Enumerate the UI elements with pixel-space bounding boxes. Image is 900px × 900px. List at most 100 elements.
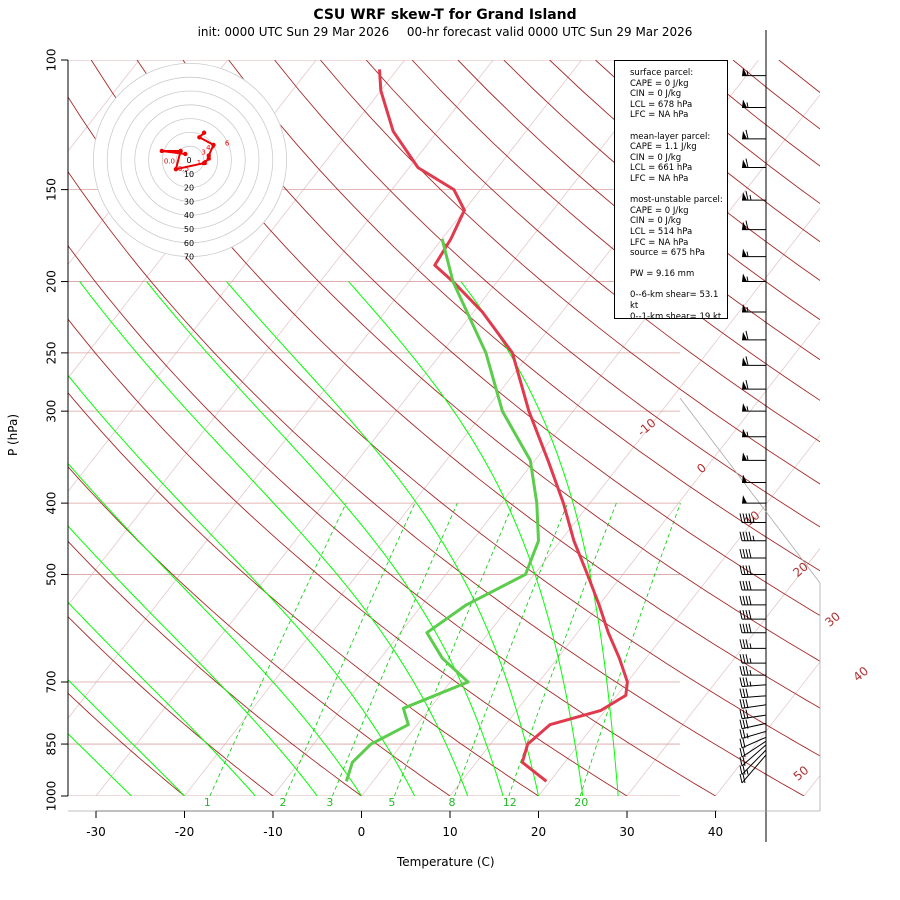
isotherm-line <box>803 774 820 796</box>
y-tick-label: 850 <box>45 733 59 756</box>
wind-barb <box>739 610 766 620</box>
mixing-ratio-label: 8 <box>449 796 456 809</box>
hodograph-trace <box>161 131 215 171</box>
isotherm-line <box>68 60 405 493</box>
dry-adiabat <box>182 60 820 617</box>
dry-adiabat <box>68 96 820 757</box>
dry-adiabat-label: 30 <box>822 609 843 630</box>
moist-adiabat <box>68 462 362 796</box>
dewpoint-line <box>344 238 540 782</box>
wind-barb <box>739 565 766 575</box>
y-tick-label: 300 <box>45 400 59 423</box>
dry-adiabat <box>68 392 539 796</box>
mu-cin: CIN = 0 J/kg <box>630 216 682 227</box>
axes: 1 2 3 5 8 12 20-100102030405010015020025030040… <box>45 30 871 842</box>
hodograph-ring <box>175 145 205 175</box>
wind-barb <box>739 719 767 730</box>
dry-adiabat <box>68 318 628 796</box>
wind-barb <box>739 665 766 676</box>
mixing-ratio-line <box>209 502 347 796</box>
isotherm-line <box>715 661 820 796</box>
hodograph-ring-label: 10 <box>184 170 194 179</box>
dry-adiabat <box>274 60 820 528</box>
wind-barb <box>742 356 766 366</box>
dry-adiabat <box>411 60 820 401</box>
surface-parcel-header: surface parcel: <box>630 68 694 78</box>
moist-adiabat <box>68 374 416 796</box>
mixing-ratio-line <box>394 502 514 796</box>
surface-cape: CAPE = 0 J/kg <box>630 78 689 89</box>
mixing-ratio-line <box>579 502 681 796</box>
hodograph-ring-label: 50 <box>184 225 194 234</box>
parcel-info-box: surface parcel: CAPE = 0 J/kg CIN = 0 J/… <box>614 60 728 322</box>
wind-barb <box>739 531 766 542</box>
mu-parcel-header: most-unstable parcel: <box>630 195 723 206</box>
dry-adiabat <box>136 60 820 662</box>
wind-barb <box>742 220 766 231</box>
dry-adiabat <box>320 60 820 485</box>
init-label: init: 0000 UTC Sun 29 Mar 2026 <box>197 25 390 39</box>
wind-barb <box>742 273 766 283</box>
hodograph-ring <box>120 90 260 230</box>
wind-barb <box>742 158 766 169</box>
moist-adiabat <box>68 525 318 796</box>
wind-barb <box>742 403 766 412</box>
y-tick-label: 500 <box>45 563 59 586</box>
isotherm-line <box>893 60 900 796</box>
chart-title: CSU WRF skew-T for Grand Island <box>313 7 577 23</box>
wind-barb <box>742 190 766 201</box>
chart-subtitle: init: 0000 UTC Sun 29 Mar 2026 00-hr for… <box>0 25 890 39</box>
y-tick-label: 100 <box>45 49 59 72</box>
moist-adiabat <box>68 678 185 796</box>
moist-adiabat <box>68 733 132 796</box>
isotherm-line <box>68 60 582 720</box>
dry-adiabat <box>365 60 820 443</box>
hodograph-ring-label: 40 <box>184 211 194 220</box>
mu-cape: CAPE = 0 J/kg <box>630 205 689 216</box>
hodograph-ring <box>93 63 287 257</box>
mixing-ratio-line <box>454 502 568 796</box>
wind-barb <box>739 709 767 720</box>
wind-barb <box>742 129 766 140</box>
wind-barb <box>739 749 767 775</box>
moist-adiabat <box>79 281 469 796</box>
x-tick-label: 0 <box>358 825 366 839</box>
wind-barb <box>739 744 767 767</box>
wind-barb <box>742 99 766 108</box>
dry-adiabat-label: 0 <box>694 461 709 477</box>
wind-barb <box>739 754 767 784</box>
dry-adiabat <box>68 540 362 796</box>
wind-barb <box>742 67 766 77</box>
hodograph-point <box>211 142 216 148</box>
wind-barb <box>742 379 766 390</box>
y-tick-label: 1000 <box>45 781 59 812</box>
isotherm-line <box>626 547 820 796</box>
moist-adiabat <box>460 281 619 796</box>
hodograph-point <box>201 160 207 166</box>
y-tick-label: 250 <box>45 341 59 364</box>
hodograph-height-label: 3 <box>201 148 205 156</box>
dry-adiabat <box>68 466 451 796</box>
hodograph-ring-label: 20 <box>184 184 194 193</box>
hodograph-height-label: 0.5 <box>178 165 189 173</box>
hodograph-ring <box>161 131 218 188</box>
hodograph-center-label: 0 <box>186 156 191 165</box>
wind-barb <box>742 495 766 504</box>
moist-adiabat <box>68 601 256 796</box>
plot-edge-line <box>679 397 821 584</box>
wind-barb <box>739 654 766 664</box>
sounding-profiles <box>344 69 629 783</box>
ml-cin: CIN = 0 J/kg <box>630 152 682 163</box>
dry-adiabat <box>778 60 820 94</box>
moist-adiabat <box>146 281 504 796</box>
dry-adiabat <box>68 170 805 796</box>
wind-barb <box>739 688 767 699</box>
mixing-ratio-label: 12 <box>503 796 517 809</box>
hodograph: 10 20 30 40 50 60 70 0 6 543 1.5 0.50.0 <box>93 63 287 262</box>
wind-barb <box>739 699 767 709</box>
precipitable-water: PW = 9.16 mm <box>630 269 695 280</box>
mixing-ratio-line <box>332 502 458 796</box>
hodograph-point <box>178 148 183 154</box>
hodograph-point <box>206 156 211 161</box>
